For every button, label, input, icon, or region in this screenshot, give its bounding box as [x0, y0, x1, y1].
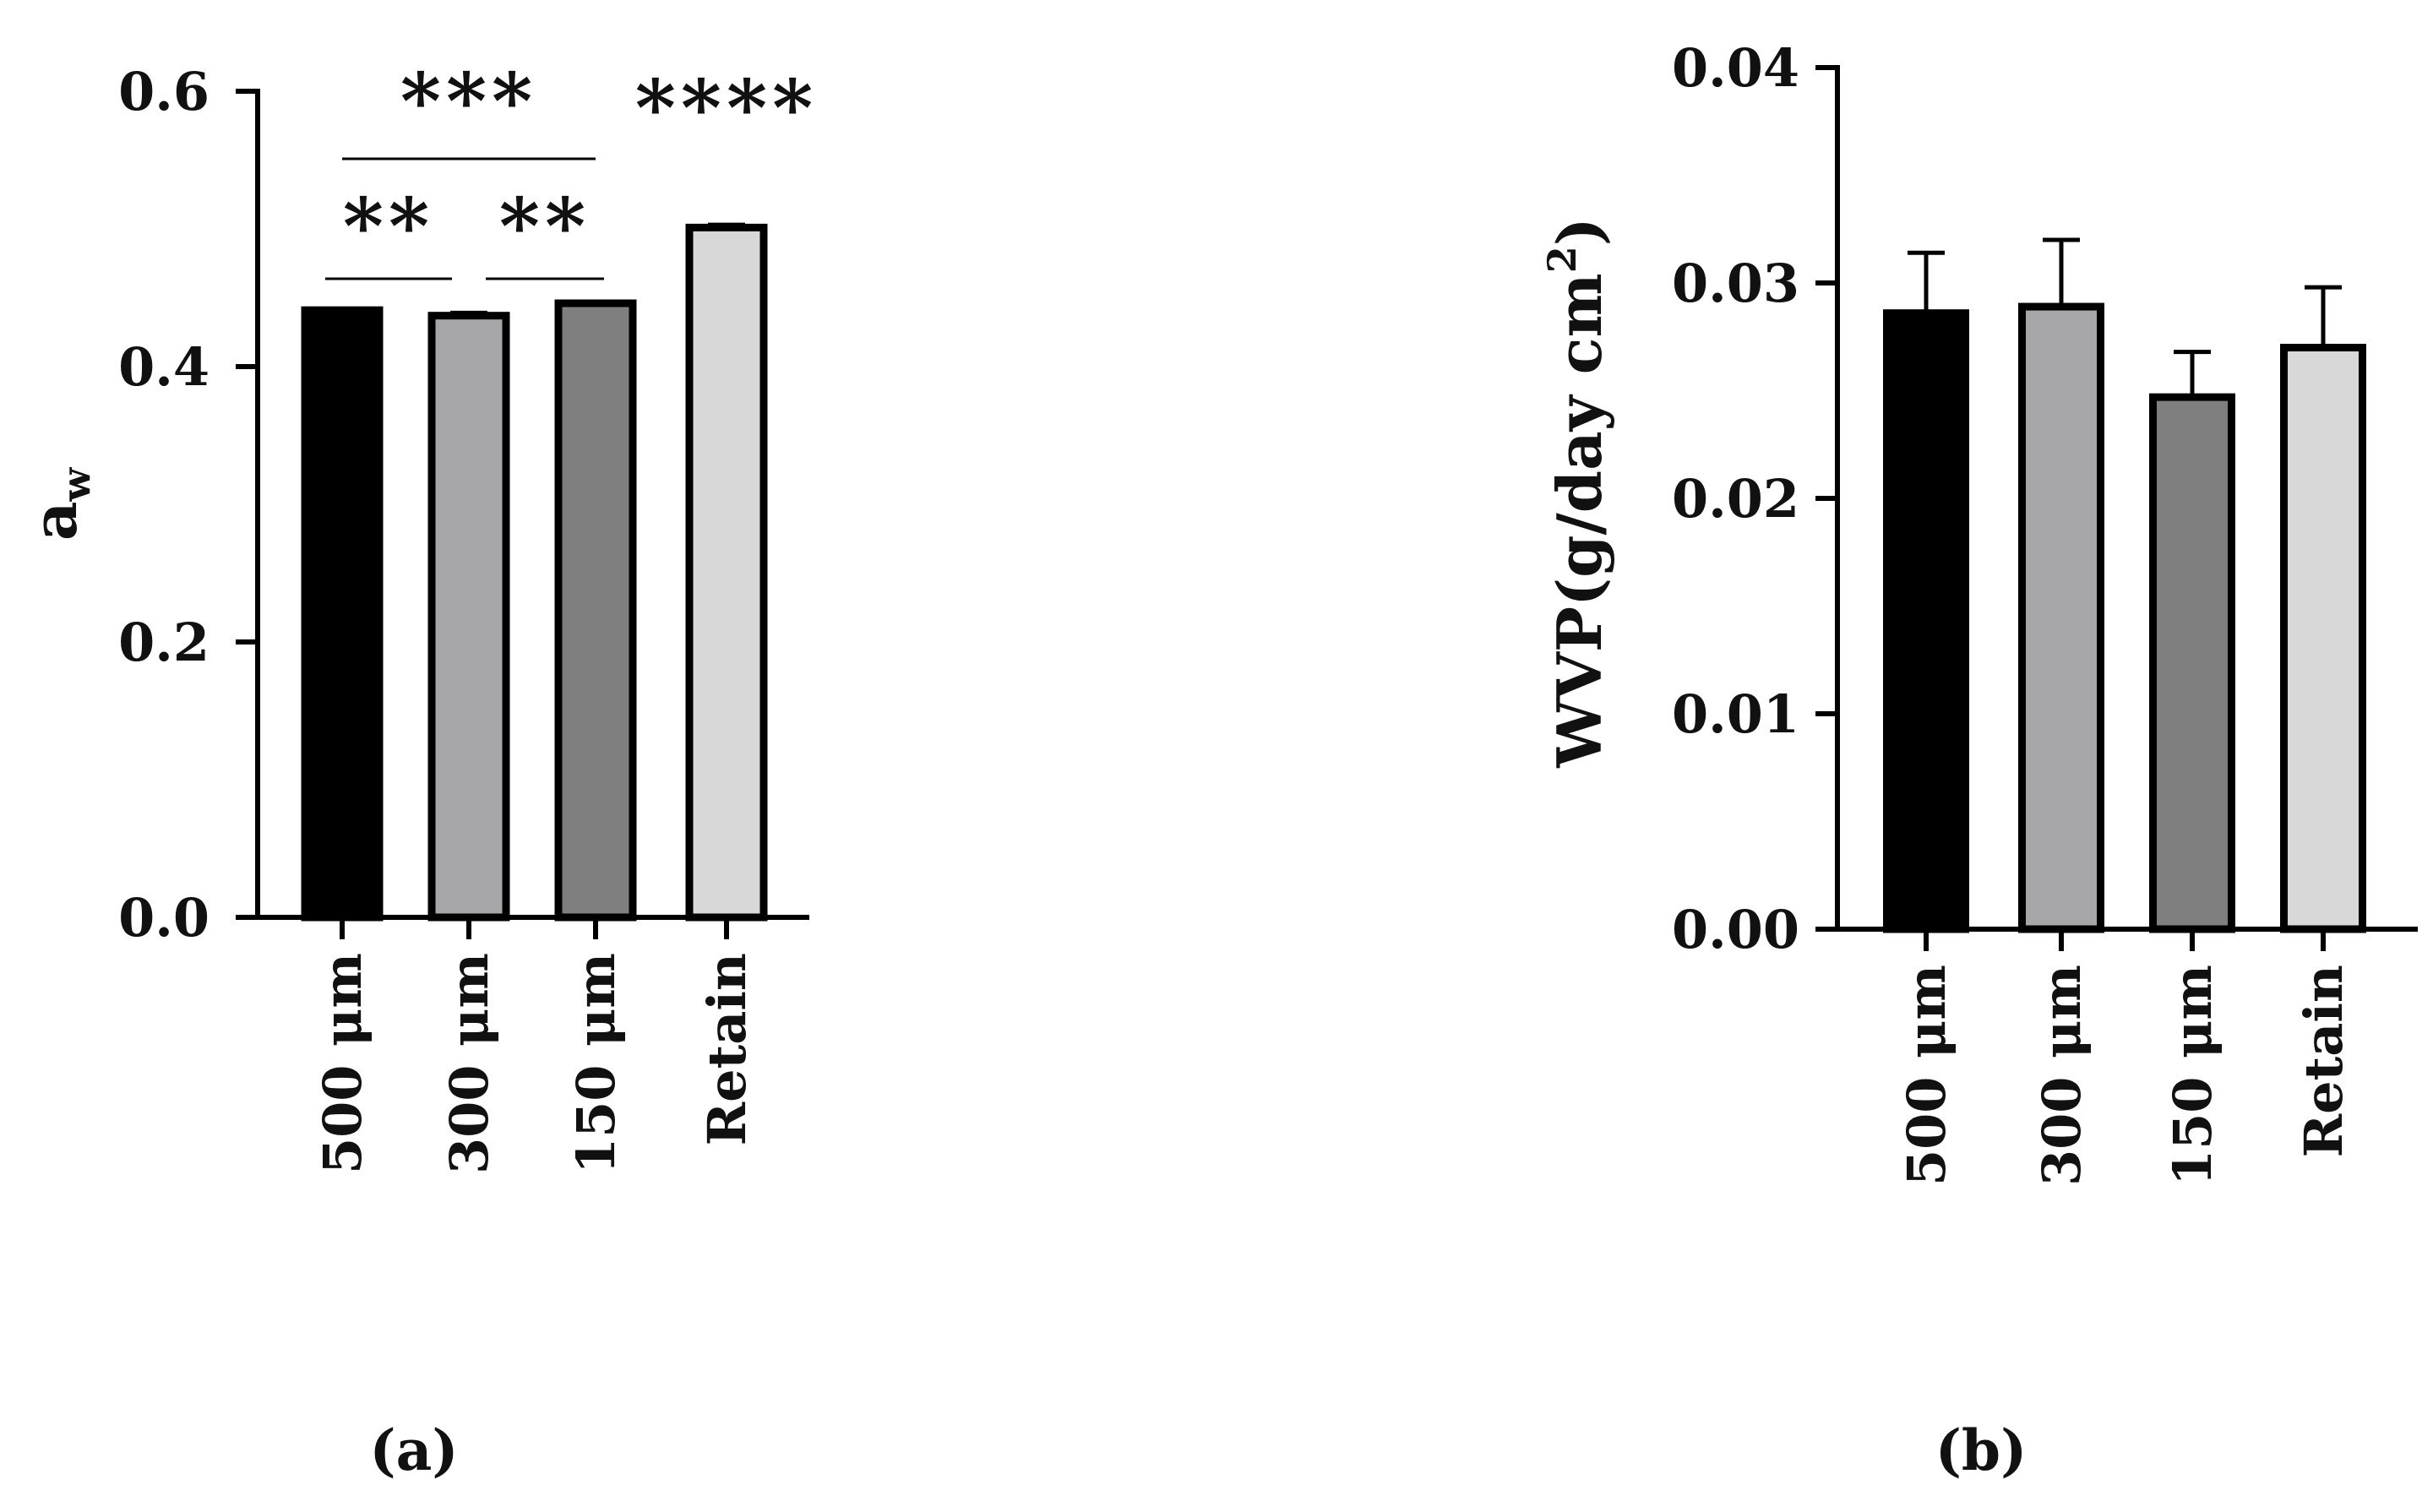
bar — [685, 223, 768, 922]
panel-label: (b) — [1935, 1417, 2028, 1483]
bar — [2149, 393, 2235, 933]
significance-label: *** — [400, 56, 537, 147]
panel-label: (a) — [369, 1417, 458, 1483]
x-tick-label: Retain — [696, 953, 758, 1145]
y-tick-label: 0.02 — [1672, 468, 1799, 530]
x-tick-label: 500 μm — [1896, 965, 1957, 1186]
y-tick-label: 0.00 — [1672, 899, 1799, 960]
chart-panel-b: 0.00 0.01 0.02 0.03 0.04 500 μm 300 μm 150 μm Re… — [1539, 37, 2418, 1483]
significance-label: ** — [499, 181, 591, 272]
x-tick-label: 300 μm — [2031, 965, 2093, 1186]
chart-panel-a: 0.0 0.2 0.4 0.6 500 μm 300 μm 150 μm Retain aw **… — [19, 56, 818, 1483]
y-tick-label: 0.4 — [118, 336, 210, 398]
x-tick-label: Retain — [2293, 965, 2354, 1157]
x-tick-label: 500 μm — [312, 953, 373, 1174]
bar — [2280, 344, 2366, 933]
y-tick-label: 0.0 — [118, 887, 210, 949]
x-tick-label: 150 μm — [565, 953, 627, 1174]
x-tick-label: 150 μm — [2162, 965, 2223, 1186]
bar — [427, 312, 510, 922]
y-axis-title: WVP(g/day cm2) — [1539, 217, 1615, 769]
y-axis-title-superscript: 2 — [1539, 246, 1585, 273]
significance-label: **** — [635, 63, 818, 154]
x-tick-label: 300 μm — [438, 953, 500, 1174]
y-tick-label: 0.6 — [118, 61, 210, 122]
y-axis-title-end: ) — [1543, 217, 1615, 246]
bar — [301, 306, 384, 922]
bar — [1883, 309, 1969, 933]
bar — [554, 299, 637, 922]
y-tick-label: 0.04 — [1672, 37, 1799, 99]
y-axis-title: aw — [19, 466, 99, 541]
y-tick-label: 0.2 — [118, 612, 210, 673]
y-axis-title-main: WVP(g/day cm — [1543, 273, 1615, 769]
y-axis-title-main: a — [19, 501, 90, 541]
y-tick-label: 0.01 — [1672, 683, 1799, 745]
bar — [2018, 302, 2104, 933]
significance-label: ** — [343, 181, 434, 272]
y-axis-title-subscript: w — [53, 466, 99, 502]
y-tick-label: 0.03 — [1672, 253, 1799, 314]
